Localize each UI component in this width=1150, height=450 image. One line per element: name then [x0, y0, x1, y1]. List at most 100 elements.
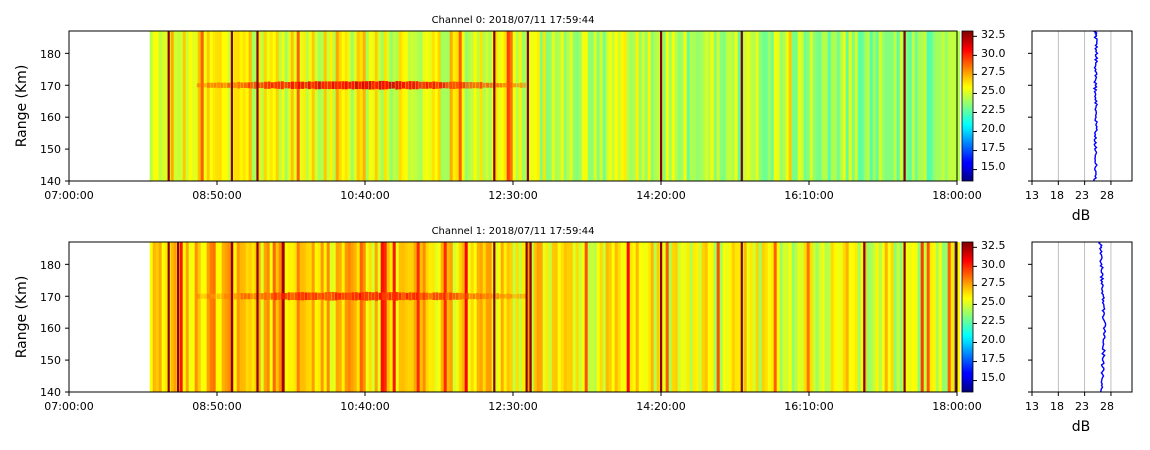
data-column [326, 242, 331, 392]
data-column [866, 242, 871, 392]
data-column [872, 242, 877, 392]
echo-cell [196, 83, 200, 88]
data-column [851, 31, 856, 181]
data-column [533, 242, 538, 392]
data-column [842, 242, 847, 392]
data-column [851, 242, 856, 392]
echo-cell [291, 292, 294, 300]
echo-cell [240, 293, 244, 300]
data-column [914, 242, 919, 392]
x-tick-label: 14:20:00 [636, 400, 685, 413]
data-column [698, 31, 703, 181]
data-column [554, 31, 559, 181]
echo-cell [469, 293, 473, 300]
data-column [170, 31, 175, 181]
data-column [272, 242, 277, 392]
echo-cell [395, 81, 399, 90]
data-column [812, 242, 817, 392]
data-column [494, 242, 499, 392]
echo-cell [331, 81, 335, 89]
data-column [734, 242, 739, 392]
data-column [908, 242, 913, 392]
data-column [182, 31, 187, 181]
data-column [554, 242, 559, 392]
data-column [539, 242, 544, 392]
profile-tick-label: 28 [1100, 400, 1114, 413]
data-column [299, 242, 304, 392]
data-column [563, 242, 568, 392]
data-column [380, 242, 385, 392]
interference-line [660, 31, 663, 181]
data-column [944, 31, 949, 181]
echo-cell [435, 81, 439, 89]
colorbar-tick-label: 22.5 [981, 103, 1006, 116]
data-column [161, 242, 166, 392]
data-column [473, 242, 478, 392]
data-column [596, 31, 601, 181]
data-column [539, 31, 544, 181]
data-column [722, 242, 727, 392]
data-column [434, 31, 439, 181]
data-column [614, 31, 619, 181]
echo-cell [250, 82, 254, 89]
echo-cell [455, 292, 459, 300]
data-column [746, 31, 751, 181]
echo-cell [385, 81, 389, 90]
data-column [212, 31, 217, 181]
echo-cell [277, 292, 281, 300]
data-column [737, 242, 742, 392]
data-column [725, 242, 730, 392]
data-column [200, 31, 205, 181]
data-column [635, 31, 640, 181]
data-column [185, 31, 190, 181]
interference-line [526, 31, 529, 181]
echo-cell [237, 81, 241, 89]
echo-cell [459, 292, 463, 300]
data-column [833, 242, 838, 392]
profile-tick-label: 13 [1025, 189, 1039, 202]
data-column [761, 31, 766, 181]
data-column [248, 242, 253, 392]
data-column [374, 31, 379, 181]
echo-cell [509, 294, 513, 299]
data-column [950, 242, 955, 392]
data-column [488, 242, 493, 392]
echo-cell [287, 82, 291, 89]
data-column [449, 242, 454, 392]
data-column [518, 242, 523, 392]
interference-line [230, 31, 233, 181]
data-column [272, 31, 277, 181]
echo-cell [499, 294, 503, 299]
data-column [521, 242, 526, 392]
data-column [941, 242, 946, 392]
data-column [590, 31, 595, 181]
interference-line [493, 242, 496, 392]
data-column [293, 31, 298, 181]
echo-cell [321, 292, 325, 300]
data-column [713, 242, 718, 392]
data-column [314, 242, 319, 392]
data-column [686, 242, 691, 392]
data-column [749, 242, 754, 392]
echo-cell [217, 293, 220, 299]
interference-line [256, 242, 259, 392]
data-column [911, 31, 916, 181]
echo-cell [462, 82, 466, 89]
data-column [782, 31, 787, 181]
data-column [836, 31, 841, 181]
echo-cell [267, 292, 271, 300]
data-column [632, 242, 637, 392]
echo-cell [361, 81, 365, 90]
data-column [509, 31, 514, 181]
data-column [938, 31, 943, 181]
data-column [788, 31, 793, 181]
data-column [269, 242, 274, 392]
colorbar-tick-label: 20.0 [981, 333, 1006, 346]
colorbar-tick-label: 22.5 [981, 314, 1006, 327]
data-column [449, 31, 454, 181]
data-column [158, 242, 163, 392]
data-column [548, 242, 553, 392]
data-column [464, 242, 469, 392]
y-tick-label: 140 [40, 386, 61, 399]
